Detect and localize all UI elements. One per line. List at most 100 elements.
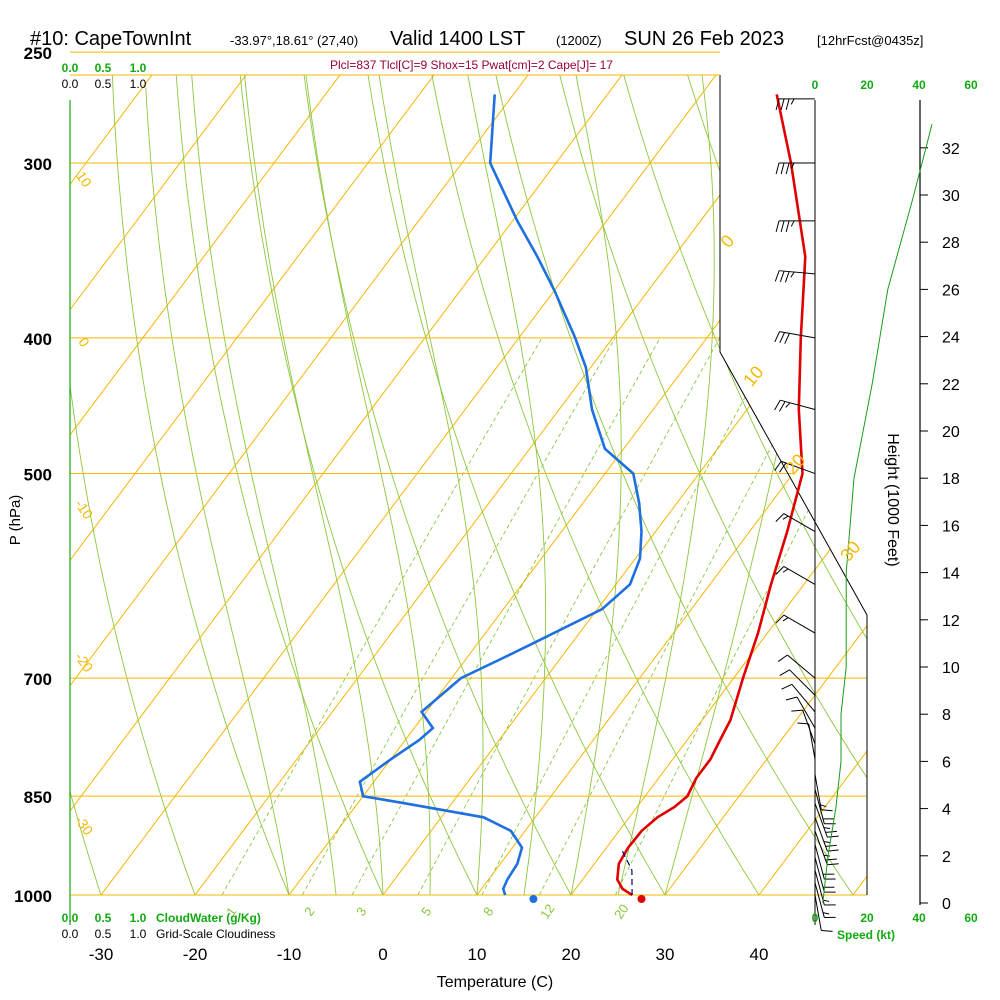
wind-barb-flag xyxy=(775,614,785,624)
wind-barb-flag xyxy=(782,568,789,573)
wind-barb-shaft xyxy=(789,669,816,696)
dry-adiabat-line xyxy=(70,75,112,895)
temperature-tick-label: -30 xyxy=(89,945,114,964)
station-title: #10: CapeTownInt xyxy=(30,28,192,50)
diagonal-border xyxy=(719,75,868,895)
wind-barb-shaft xyxy=(783,565,816,585)
skew-grid xyxy=(0,27,1000,924)
isotherm-line xyxy=(360,75,867,895)
wind-barb-flag xyxy=(777,654,788,662)
surface-temperature-marker xyxy=(637,895,646,903)
height-tick-label: 26 xyxy=(942,282,960,299)
height-tick-label: 32 xyxy=(942,141,960,158)
wind-barb-shaft xyxy=(787,654,816,679)
wind-barb xyxy=(777,654,816,679)
cloudiness-tick-label: 0.0 xyxy=(62,927,79,941)
wind-barb-flag xyxy=(825,830,837,833)
wind-barb xyxy=(814,774,833,812)
height-tick-label: 20 xyxy=(942,424,960,441)
cloudiness-axis-label: Grid-Scale Cloudiness xyxy=(156,927,275,941)
moist-adiabat-line xyxy=(463,75,547,895)
wind-barb xyxy=(814,844,836,880)
isotherm-line xyxy=(830,75,867,895)
pressure-tick-label: 850 xyxy=(24,788,52,807)
dry-adiabat-line xyxy=(986,27,1000,924)
pressure-tick-label: 700 xyxy=(24,670,52,689)
wind-barb-shaft xyxy=(796,696,816,729)
isotherm-label: -10 xyxy=(72,496,97,522)
wind-barb-shaft xyxy=(783,614,816,634)
mixing-ratio-line xyxy=(301,337,616,895)
temperature-tick-label: 10 xyxy=(468,945,487,964)
wind-barb-flag xyxy=(790,98,795,105)
mixing-ratio-line xyxy=(221,337,543,895)
dry-adiabat-line xyxy=(547,75,867,895)
wind-barb-flag xyxy=(779,462,787,473)
isotherm-label: -20 xyxy=(72,649,97,675)
speed-axis-label: Speed (kt) xyxy=(837,928,895,942)
isotherm-line xyxy=(736,75,867,895)
wind-barb xyxy=(775,565,816,585)
height-tick-label: 4 xyxy=(942,802,951,819)
height-tick-label: 30 xyxy=(942,188,960,205)
wind-barb-flag xyxy=(785,402,791,408)
height-axis-label: Height (1000 Feet) xyxy=(884,433,901,566)
parcel-line xyxy=(620,847,633,896)
wind-barb xyxy=(774,270,816,283)
wind-barb-flag xyxy=(785,220,790,233)
isotherm-line xyxy=(78,75,753,895)
height-tick-label: 22 xyxy=(942,377,960,394)
cloudwater-tick-label: 0.5 xyxy=(95,911,112,925)
wind-barb-flag xyxy=(779,332,785,344)
wind-barb-shaft xyxy=(780,399,816,410)
wind-barb-flag xyxy=(780,98,785,111)
wind-barb-flag xyxy=(780,162,785,175)
wind-barb xyxy=(775,614,816,634)
wind-barb-shaft xyxy=(814,774,822,810)
wind-barb-shaft xyxy=(814,817,828,852)
mixing-ratio-label: 8 xyxy=(480,904,496,919)
wind-barb-flag xyxy=(775,98,780,111)
height-tick-label: 14 xyxy=(942,566,960,583)
speed-tick-label: 0 xyxy=(812,911,819,925)
temperature-tick-label: 40 xyxy=(750,945,769,964)
wind-barb-flag xyxy=(797,722,809,725)
wind-barb-shaft xyxy=(783,513,816,532)
speed-tick-label: 0 xyxy=(812,78,819,92)
moist-adiabat-line xyxy=(242,75,384,895)
isotherm-label: -30 xyxy=(72,812,97,838)
wind-barb-flag xyxy=(775,220,780,233)
pressure-tick-label: 500 xyxy=(24,466,52,485)
dry-adiabat-line xyxy=(735,75,867,895)
wind-barb xyxy=(814,882,836,918)
dry-adiabat-line xyxy=(172,75,398,895)
cloudwater-tick-label: 1.0 xyxy=(130,61,147,75)
wind-barb-flag xyxy=(821,929,833,932)
wind-barb-shaft xyxy=(814,894,822,931)
cloudiness-tick-label: 0.0 xyxy=(62,77,79,91)
chart-background xyxy=(0,27,1000,925)
isotherm-line xyxy=(548,75,867,895)
wind-barb-flag xyxy=(782,515,789,520)
wind-barb-shaft xyxy=(779,270,816,275)
wind-barb-flag xyxy=(822,899,830,902)
wind-barb-shaft xyxy=(808,723,816,760)
cloudwater-axis-label: CloudWater (g/Kg) xyxy=(156,911,261,925)
cloudwater-tick-label: 1.0 xyxy=(130,911,147,925)
moist-adiabat-line xyxy=(189,75,337,895)
isotherm-line xyxy=(70,75,471,895)
isotherm-line xyxy=(642,75,867,895)
wind-barb-shaft xyxy=(814,788,825,824)
dry-adiabat-line xyxy=(0,27,16,924)
wind-barb-flag xyxy=(827,835,839,838)
moist-adiabat-line xyxy=(617,75,715,895)
speed-tick-label: 40 xyxy=(912,78,926,92)
wind-barb-flag xyxy=(774,460,782,471)
height-tick-label: 28 xyxy=(942,235,960,252)
height-tick-label: 12 xyxy=(942,613,960,630)
cloudiness-tick-label: 0.5 xyxy=(95,77,112,91)
isotherm-line xyxy=(70,75,283,895)
wind-barb-shaft xyxy=(779,331,816,339)
wind-barb-flag xyxy=(782,617,789,622)
